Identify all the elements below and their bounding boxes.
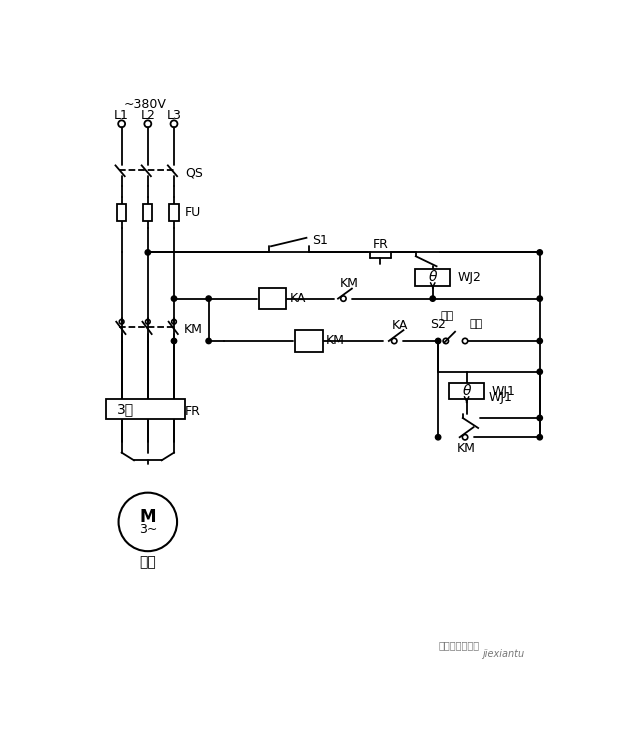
Text: QS: QS [185, 166, 203, 180]
Text: θ: θ [428, 270, 437, 284]
Text: KM: KM [184, 323, 203, 336]
Text: 风机: 风机 [140, 555, 156, 569]
Text: ~380V: ~380V [124, 98, 166, 111]
Text: FU: FU [185, 206, 201, 219]
Text: 3屗: 3屗 [117, 401, 134, 416]
Text: L3: L3 [166, 109, 181, 122]
Text: L2: L2 [140, 109, 156, 122]
Text: S2: S2 [430, 318, 446, 330]
Bar [449, 383, 484, 399]
Text: M: M [140, 507, 156, 525]
Circle shape [537, 415, 543, 420]
Text: 3~: 3~ [139, 523, 157, 536]
Text: 自动: 自动 [441, 311, 454, 321]
Text: L1: L1 [114, 109, 129, 122]
Bar [295, 330, 323, 352]
Text: 手动: 手动 [469, 319, 483, 329]
Circle shape [537, 296, 543, 302]
Text: KA: KA [289, 292, 306, 305]
Text: WJ2: WJ2 [458, 271, 481, 284]
Bar [170, 204, 179, 221]
Circle shape [537, 249, 543, 255]
Bar [143, 204, 152, 221]
Circle shape [435, 338, 441, 344]
Text: θ: θ [462, 384, 471, 398]
Circle shape [430, 296, 435, 302]
Text: S1: S1 [312, 234, 328, 246]
Circle shape [537, 435, 543, 440]
Circle shape [206, 296, 211, 302]
Text: KA: KA [392, 319, 408, 332]
Bar [415, 268, 451, 286]
Text: FR: FR [185, 405, 201, 418]
Bar [259, 288, 287, 309]
Bar [106, 398, 185, 419]
Circle shape [172, 338, 177, 344]
Text: KM: KM [326, 334, 344, 348]
Text: FR: FR [372, 238, 388, 251]
Text: WJ1: WJ1 [492, 385, 515, 398]
Text: KM: KM [340, 277, 359, 290]
Circle shape [172, 296, 177, 302]
Circle shape [537, 338, 543, 344]
Text: KM: KM [457, 442, 476, 454]
Text: WJ1: WJ1 [488, 391, 512, 404]
Circle shape [145, 249, 150, 255]
Circle shape [435, 435, 441, 440]
Bar [117, 204, 126, 221]
Circle shape [537, 369, 543, 374]
Text: 头条信电工学圆: 头条信电工学圆 [438, 640, 479, 650]
Text: jiexiantu: jiexiantu [483, 649, 525, 659]
Circle shape [206, 338, 211, 344]
